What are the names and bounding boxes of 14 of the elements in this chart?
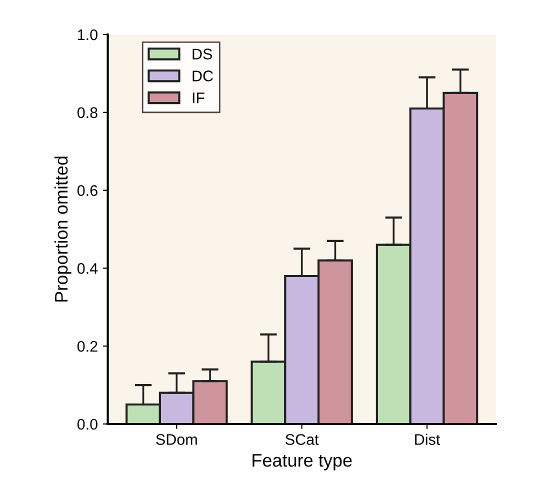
y-axis-title: Proportion omitted xyxy=(54,156,72,302)
legend-label: IF xyxy=(192,92,204,104)
legend-label: DS xyxy=(192,48,212,60)
y-tick-label: 1.0 xyxy=(78,29,98,40)
y-tick-label: 0.4 xyxy=(77,263,98,274)
y-tick-label: 0.2 xyxy=(77,340,98,352)
x-tick-label: SCat xyxy=(286,434,319,445)
x-tick-label: SDom xyxy=(156,434,197,445)
x-axis-title: Feature type xyxy=(252,454,352,470)
y-tick-label: 0.6 xyxy=(77,185,98,196)
x-tick-label: Dist xyxy=(415,434,440,445)
y-tick-label: 0.8 xyxy=(77,107,98,118)
y-tick-label: 0.0 xyxy=(77,418,98,430)
legend-label: DC xyxy=(192,70,213,82)
